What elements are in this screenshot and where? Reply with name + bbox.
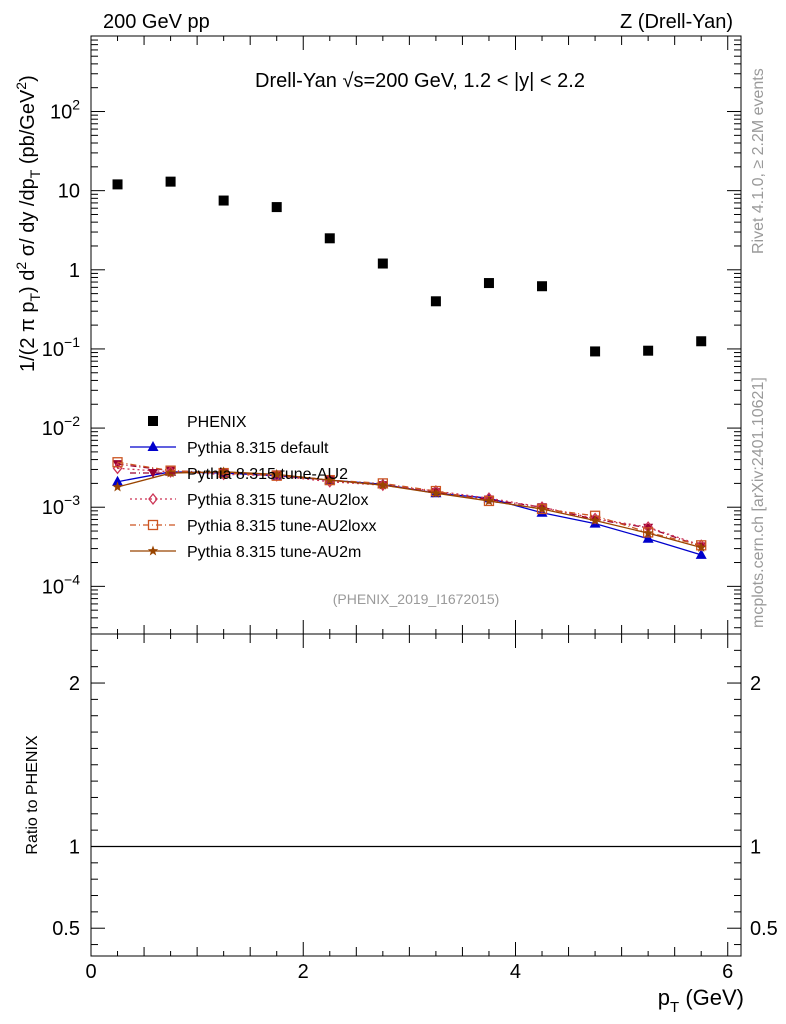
legend-label: Pythia 8.315 tune-AU2loxx [187,518,376,535]
data-point [377,258,388,269]
data-point [643,345,654,356]
ratio-y-axis-label: Ratio to PHENIX [24,735,41,854]
legend-label: Pythia 8.315 default [187,440,329,457]
series-line [117,463,702,547]
legend-entry: PHENIX [148,414,247,431]
data-point [112,179,123,190]
legend-marker [148,469,158,478]
header-right: Z (Drell-Yan) [620,11,733,33]
x-axis-label: pT (GeV) [658,985,744,1016]
data-point [536,503,548,514]
legend-marker [147,441,159,451]
data-point [537,281,548,292]
main-y-axis-label: 1/(2 π pT) d2 σ/ dy /dpT (pb/GeV2) [13,75,43,372]
data-point [271,468,282,479]
x-tick-label: 6 [722,961,733,983]
data-point [112,481,123,492]
data-point [430,296,441,307]
data-point [589,514,601,525]
y-tick-label: 10−2 [42,413,80,440]
y-tick-label: 10−1 [42,334,80,361]
main-axis-ticks [90,35,741,634]
data-point [695,548,707,559]
main-panel: 10−4 10−3 10−2 10−1 1 10 102 Drell-Yan √s=200 … [42,35,742,635]
series-0 [112,176,707,357]
legend-entry: Pythia 8.315 tune-AU2lox [130,492,368,509]
data-point [590,346,601,357]
data-point [642,527,654,538]
main-y-tick-labels: 10−4 10−3 10−2 10−1 1 10 102 [42,97,80,599]
legend-entry: Pythia 8.315 default [130,440,329,457]
ratio-frame [90,633,742,957]
ratio-axis-ticks: 0.5 0.5 1 1 2 2 [52,634,778,956]
x-tick-labels: 0 2 4 6 [85,961,733,983]
legend-entry: Pythia 8.315 tune-AU2 [130,466,348,483]
data-point [695,541,707,552]
legend-label: PHENIX [187,414,247,431]
legend: PHENIX Pythia 8.315 default Pythia 8.315 t… [130,414,376,561]
series-line [117,461,702,546]
data-point [696,336,707,347]
data-point [324,474,336,485]
rivet-version-note: Rivet 4.1.0, ≥ 2.2M events [750,68,767,254]
legend-entry: Pythia 8.315 tune-AU2loxx [130,518,376,535]
analysis-reference: (PHENIX_2019_I1672015) [333,591,500,607]
ratio-y-tick-label: 2 [69,673,80,695]
data-point [218,466,229,477]
ratio-y-tick-label-right: 1 [750,836,761,858]
data-point [377,479,389,490]
ratio-y-tick-label-right: 0.5 [750,918,778,940]
data-point [112,457,123,468]
data-point [377,478,388,489]
legend-marker [148,492,158,506]
y-tick-label: 102 [50,97,80,124]
y-tick-label: 1 [69,260,80,282]
x-tick-label: 2 [298,961,309,983]
ratio-y-tick-label: 1 [69,836,80,858]
data-point [696,540,707,551]
x-tick-label: 4 [510,961,521,983]
header-left: 200 GeV pp [103,11,210,33]
legend-label: Pythia 8.315 tune-AU2m [187,544,361,561]
data-point [112,475,124,486]
legend-label: Pythia 8.315 tune-AU2 [187,466,348,483]
data-point [537,501,547,514]
series-line [117,471,702,549]
y-tick-label: 10−4 [42,571,80,598]
series-line [117,471,702,556]
main-series [112,176,707,559]
data-point [483,495,495,506]
mcplots-note: mcplots.cern.ch [arXiv:2401.10621] [750,377,767,628]
data-point [165,176,176,187]
data-point [271,202,282,213]
ratio-y-tick-label-right: 2 [750,673,761,695]
ratio-panel: 0.5 0.5 1 1 2 2 [52,633,778,957]
x-tick-label: 0 [85,961,96,983]
data-point [430,487,442,498]
legend-marker [147,519,159,531]
legend-marker [148,416,158,426]
data-point [324,233,335,244]
chart-title: Drell-Yan √s=200 GeV, 1.2 < |y| < 2.2 [255,70,585,92]
y-tick-label: 10 [58,181,80,203]
data-point [483,278,494,289]
legend-entry: Pythia 8.315 tune-AU2m [130,544,361,561]
y-tick-label: 10−3 [42,492,80,519]
data-point [642,532,654,543]
legend-marker [147,545,159,556]
ratio-y-tick-label: 0.5 [52,918,80,940]
data-point [218,195,229,206]
legend-label: Pythia 8.315 tune-AU2lox [187,492,368,509]
